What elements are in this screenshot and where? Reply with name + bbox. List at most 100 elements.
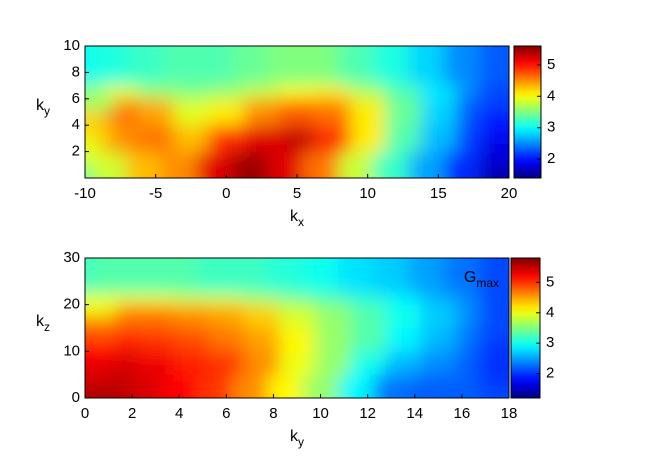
heatmap-smooth-cell bbox=[138, 304, 174, 329]
x-tick-label: 0 bbox=[222, 185, 230, 202]
x-tick-label: -10 bbox=[74, 185, 96, 202]
x-tick-label: 8 bbox=[269, 405, 277, 422]
heatmap-smooth-cell bbox=[244, 304, 280, 329]
heatmap-smooth-cell bbox=[350, 98, 386, 126]
heatmap-smoothing-layer bbox=[85, 46, 509, 178]
colorbar-tick-label: 4 bbox=[547, 87, 555, 104]
annotation-sub: max bbox=[476, 276, 499, 290]
y-tick-label: 4 bbox=[72, 116, 80, 133]
heatmap-smooth-cell bbox=[173, 125, 210, 153]
heatmap-smooth-cell bbox=[314, 125, 351, 153]
y-axis-label: kz bbox=[36, 313, 50, 334]
heatmap-smooth-cell bbox=[244, 328, 280, 352]
colorbar-tick-label: 3 bbox=[547, 119, 555, 136]
heatmap-smooth-cell bbox=[314, 98, 351, 126]
heatmap-smooth-cell bbox=[279, 328, 316, 352]
heatmap-smoothing bbox=[85, 258, 509, 398]
heatmap-smooth-cell bbox=[279, 125, 316, 153]
heatmap-smooth-cell bbox=[420, 98, 457, 126]
y-tick-label: 30 bbox=[63, 249, 80, 266]
heatmap-smooth-cell bbox=[208, 304, 245, 329]
heatmap-smooth-cell bbox=[208, 125, 245, 153]
heatmap-smooth-cell bbox=[208, 328, 245, 352]
colorbar-tick-label: 5 bbox=[547, 56, 555, 73]
heatmap-smooth-cell bbox=[173, 304, 210, 329]
heatmap-smooth-cell bbox=[385, 351, 422, 376]
y-axis-label-sub: y bbox=[44, 104, 50, 118]
x-tick-label: 12 bbox=[359, 405, 376, 422]
x-tick-label: 10 bbox=[359, 185, 376, 202]
colorbar-tick-label: 2 bbox=[546, 365, 554, 382]
colorbar-tick-label: 3 bbox=[546, 334, 554, 351]
heatmap-smooth-cell bbox=[173, 328, 210, 352]
heatmap-smoothing bbox=[85, 46, 509, 178]
heatmap-smooth-cell bbox=[138, 125, 174, 153]
x-tick-label: 15 bbox=[430, 185, 447, 202]
x-axis-label-main: k bbox=[290, 428, 299, 445]
heatmap-smooth-cell bbox=[385, 304, 422, 329]
heatmap-smooth-cell bbox=[314, 328, 351, 352]
heatmap-smooth-cell bbox=[244, 98, 280, 126]
x-axis-label-sub: y bbox=[298, 435, 304, 449]
heatmap-smooth-cell bbox=[279, 351, 316, 376]
heatmap-smooth-cell bbox=[350, 304, 386, 329]
heatmap-smooth-cell bbox=[244, 125, 280, 153]
y-axis-label-main: k bbox=[36, 313, 45, 330]
colorbar bbox=[510, 257, 541, 399]
x-tick-label: 4 bbox=[175, 405, 183, 422]
heatmap-smooth-cell bbox=[420, 328, 457, 352]
x-tick-label: 5 bbox=[293, 185, 301, 202]
y-tick-label: 2 bbox=[72, 143, 80, 160]
y-tick-label: 20 bbox=[63, 296, 80, 313]
x-axis-label-main: k bbox=[290, 208, 299, 225]
annotation: Gmax bbox=[464, 269, 499, 290]
heatmap-smooth-cell bbox=[350, 328, 386, 352]
colorbar-tick-label: 2 bbox=[547, 150, 555, 167]
heatmap-smooth-cell bbox=[385, 125, 422, 153]
y-axis-label-sub: z bbox=[44, 320, 50, 334]
y-tick-label: 10 bbox=[63, 342, 80, 359]
y-tick-label: 10 bbox=[63, 37, 80, 54]
annotation-main: G bbox=[464, 269, 476, 286]
colorbar bbox=[513, 45, 542, 179]
x-tick-label: 16 bbox=[454, 405, 471, 422]
heatmap-smooth-cell bbox=[420, 125, 457, 153]
x-axis-label: ky bbox=[290, 428, 304, 449]
y-axis-label-main: k bbox=[36, 97, 45, 114]
heatmap-smooth-cell bbox=[279, 98, 316, 126]
y-tick-label: 8 bbox=[72, 63, 80, 80]
heatmap-smooth-cell bbox=[138, 351, 174, 376]
heatmap-smooth-cell bbox=[350, 351, 386, 376]
heatmap-smooth-cell bbox=[385, 98, 422, 126]
y-tick-label: 6 bbox=[72, 90, 80, 107]
x-axis-label: kx bbox=[290, 208, 304, 229]
heatmap-smoothing-layer bbox=[85, 258, 509, 398]
x-tick-label: 6 bbox=[222, 405, 230, 422]
heatmap-smooth-cell bbox=[173, 98, 210, 126]
heatmap-smooth-cell bbox=[385, 328, 422, 352]
heatmap-smooth-cell bbox=[350, 125, 386, 153]
x-tick-label: 14 bbox=[406, 405, 423, 422]
y-axis-label: ky bbox=[36, 97, 50, 118]
heatmap-smooth-cell bbox=[314, 304, 351, 329]
heatmap-smooth-cell bbox=[138, 328, 174, 352]
heatmap-smooth-cell bbox=[138, 98, 174, 126]
heatmap-smooth-cell bbox=[173, 351, 210, 376]
x-tick-label: 10 bbox=[312, 405, 329, 422]
heatmap-smooth-cell bbox=[420, 304, 457, 329]
x-tick-label: -5 bbox=[149, 185, 162, 202]
x-tick-label: 0 bbox=[81, 405, 89, 422]
colorbar-tick-label: 5 bbox=[546, 273, 554, 290]
x-axis-label-sub: x bbox=[298, 215, 304, 229]
heatmap-smooth-cell bbox=[208, 98, 245, 126]
heatmap-smooth-cell bbox=[314, 351, 351, 376]
x-tick-label: 20 bbox=[501, 185, 518, 202]
x-tick-label: 2 bbox=[128, 405, 136, 422]
heatmap-smooth-cell bbox=[479, 46, 509, 85]
heatmap-smooth-cell bbox=[244, 351, 280, 376]
colorbar-tick-label: 4 bbox=[546, 304, 554, 321]
heatmap-smooth-cell bbox=[279, 304, 316, 329]
